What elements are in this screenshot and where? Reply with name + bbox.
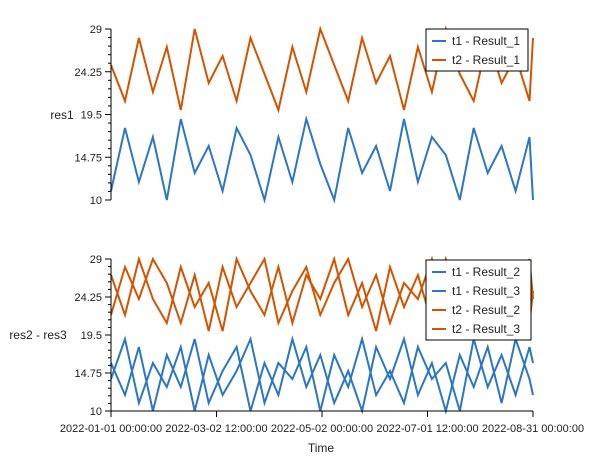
legend-entry: t1 - Result_1: [452, 34, 520, 48]
y-tick-label: 24.25: [74, 292, 102, 304]
y-tick-label: 10: [90, 406, 102, 418]
y-tick-label: 29: [90, 254, 102, 266]
x-tick-label: 2022-05-02 00:00:00: [271, 423, 373, 435]
y-tick-label: 19.5: [81, 110, 102, 122]
x-tick-label: 2022-08-31 00:00:00: [482, 423, 584, 435]
y-tick-label: 19.5: [81, 330, 102, 342]
legend-entry: t1 - Result_3: [452, 284, 520, 298]
legend: t1 - Result_2 t1 - Result_3 t2 - Result_2t…: [425, 259, 532, 341]
legend-entry: t2 - Result_1: [452, 53, 520, 67]
legend-entry: t2 - Result_3: [452, 322, 520, 336]
legend: t1 - Result_1 t2 - Result_1: [425, 28, 529, 72]
x-tick-label: 2022-07-01 12:00:00: [376, 423, 478, 435]
panel-2: 10 14.75 19.5 24.25 29 res2 - res3 t1 - Result…: [9, 254, 584, 455]
series-line-t1-result_2: [110, 335, 534, 412]
y-axis-label: res2 - res3: [9, 328, 67, 342]
series-line-t1-result_3: [110, 335, 534, 415]
y-tick-label: 14.75: [74, 152, 102, 164]
x-tick-label: 2022-01-01 00:00:00: [60, 423, 162, 435]
series-line-t1-result_1: [110, 115, 534, 204]
legend-entry: t2 - Result_2: [452, 303, 520, 317]
x-axis-label: Time: [308, 441, 335, 455]
panel-1: 10 14.75 19.5 24.25 29 res1 t1 - Result_1 t2 - …: [50, 24, 534, 207]
series-line-t2-result_1: [110, 25, 534, 114]
y-tick-label: 10: [90, 195, 102, 207]
y-axis-label: res1: [50, 108, 74, 122]
y-tick-label: 14.75: [74, 368, 102, 380]
y-tick-label: 29: [90, 24, 102, 36]
y-tick-label: 24.25: [74, 67, 102, 79]
legend-entry: t1 - Result_2: [452, 265, 520, 279]
x-tick-label: 2022-03-02 12:00:00: [165, 423, 267, 435]
